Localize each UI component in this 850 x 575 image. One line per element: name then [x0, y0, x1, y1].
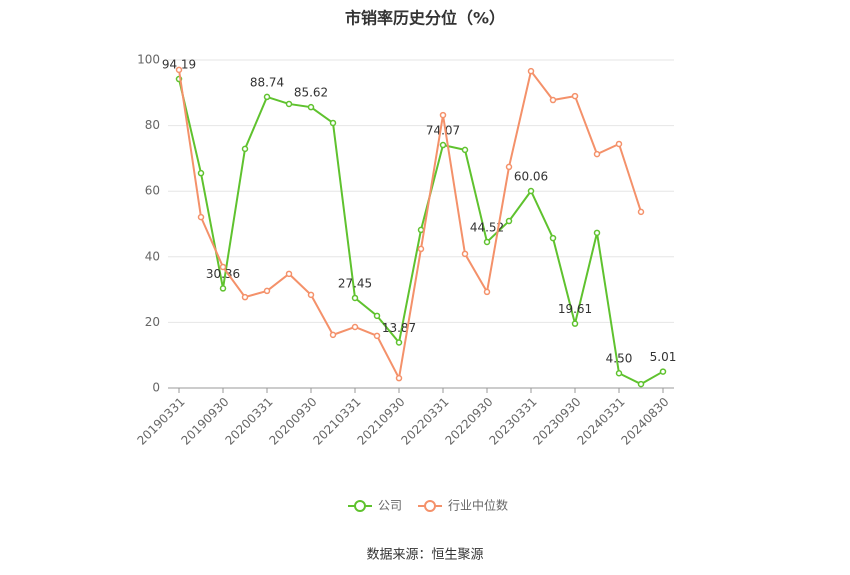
- y-tick-label: 60: [145, 184, 160, 198]
- data-label: 13.87: [382, 321, 416, 335]
- data-point: [593, 150, 601, 158]
- data-label: 88.74: [250, 75, 284, 89]
- data-point: [175, 66, 183, 74]
- data-label: 74.07: [426, 124, 460, 138]
- data-point: [571, 320, 579, 327]
- data-label: 85.62: [294, 86, 328, 100]
- data-point: [637, 380, 645, 388]
- series-line: [178, 68, 642, 382]
- data-point: [197, 213, 205, 221]
- data-point: [439, 141, 447, 149]
- y-tick-label: 80: [145, 118, 160, 132]
- data-label: 44.52: [470, 220, 504, 234]
- data-point: [527, 187, 535, 195]
- data-point: [439, 111, 447, 119]
- data-point: [483, 288, 491, 296]
- data-point: [241, 293, 249, 301]
- data-point: [329, 119, 337, 127]
- legend-marker: [424, 500, 437, 512]
- data-point: [285, 100, 293, 108]
- data-point: [395, 374, 403, 382]
- data-point: [615, 369, 623, 377]
- data-point: [219, 263, 227, 271]
- data-point: [505, 217, 513, 225]
- source-note: 数据来源：恒生聚源: [366, 548, 483, 563]
- data-point: [263, 287, 271, 295]
- data-point: [285, 270, 293, 278]
- data-point: [637, 208, 645, 216]
- y-tick-label: 100: [137, 53, 160, 67]
- data-point: [219, 285, 227, 292]
- legend-marker: [354, 500, 366, 512]
- chart-title: 市销率历史分位（%）: [345, 9, 505, 28]
- data-point: [197, 169, 205, 177]
- data-point: [307, 103, 315, 111]
- data-point: [527, 67, 535, 75]
- legend-label: 行业中位数: [448, 498, 508, 513]
- data-point: [373, 332, 381, 340]
- data-point: [417, 226, 425, 234]
- data-point: [395, 339, 403, 346]
- data-point: [417, 245, 425, 253]
- data-label: 5.01: [650, 350, 677, 364]
- data-point: [373, 312, 381, 320]
- data-point: [329, 331, 337, 339]
- data-label: 27.45: [338, 276, 372, 290]
- legend-label: 公司: [378, 499, 402, 513]
- y-tick-label: 40: [145, 249, 160, 263]
- data-point: [307, 291, 315, 299]
- data-point: [461, 250, 469, 258]
- data-point: [351, 323, 359, 331]
- data-point: [615, 140, 623, 148]
- y-tick-label: 20: [145, 315, 160, 329]
- data-point: [351, 294, 359, 302]
- y-tick-label: 0: [152, 381, 160, 395]
- data-point: [263, 93, 271, 101]
- data-label: 19.61: [558, 302, 592, 316]
- data-point: [505, 163, 513, 171]
- data-label: 94.19: [162, 58, 196, 72]
- data-label: 60.06: [514, 170, 548, 184]
- data-point: [549, 234, 557, 242]
- data-point: [241, 145, 249, 153]
- data-point: [571, 92, 579, 100]
- data-point: [483, 238, 491, 246]
- x-tick-label: 20240830: [619, 395, 672, 448]
- data-point: [593, 229, 601, 237]
- data-point: [659, 368, 667, 375]
- data-point: [461, 146, 469, 154]
- data-point: [549, 96, 557, 104]
- data-label: 4.50: [606, 352, 633, 366]
